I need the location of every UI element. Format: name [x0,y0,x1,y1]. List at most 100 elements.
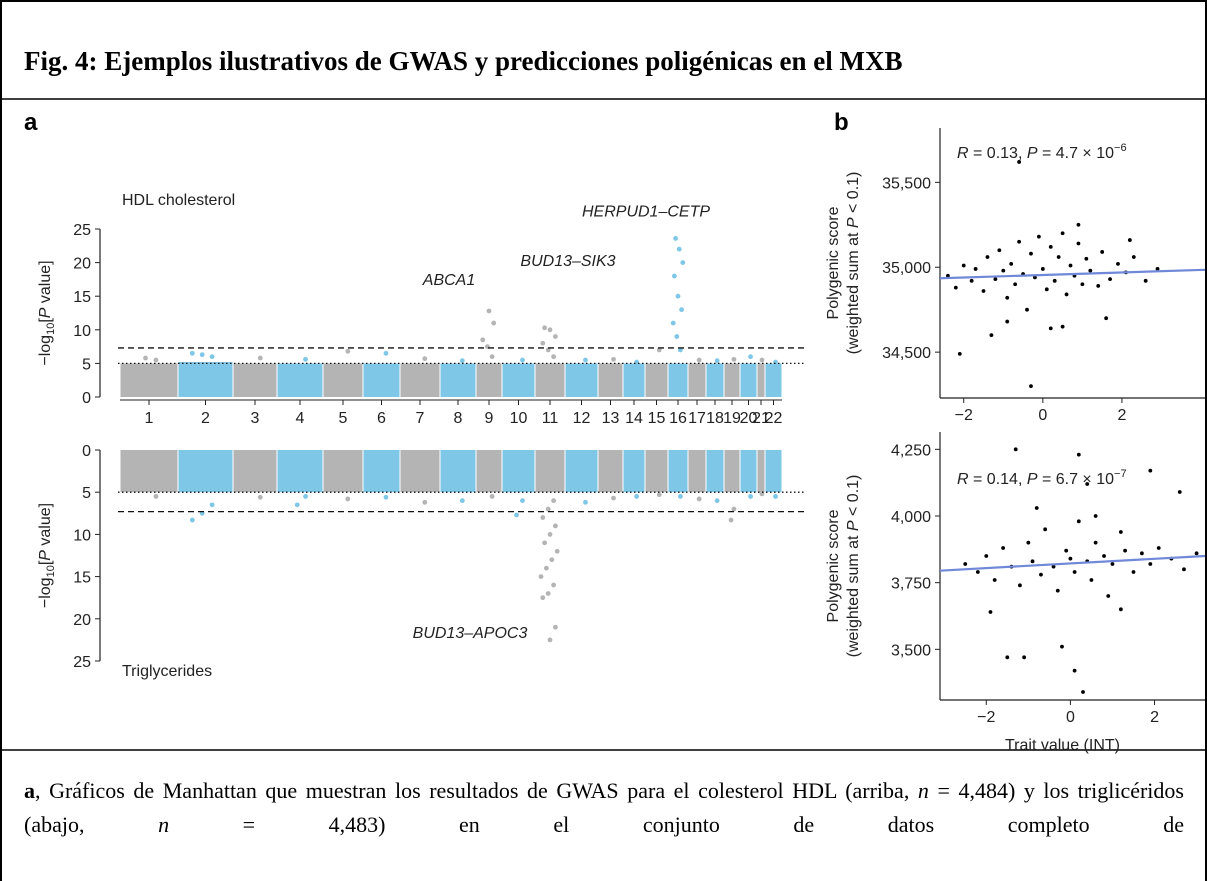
scatter-point [975,570,980,574]
x-tick-label: 18 [706,410,724,427]
scatter-point [1096,284,1101,288]
y-tick-label: 5 [82,356,91,373]
scatter-point [1034,506,1039,510]
snp-band [400,450,440,493]
x-tick-label: 1 [145,410,154,427]
annotation-part: R [957,471,969,488]
x-tick-label: 14 [625,410,643,427]
plot-title: HDL cholesterol [122,192,235,209]
snp-point [551,498,556,504]
scatter-point [1017,239,1022,244]
scatter-point [1131,255,1136,259]
scatter-point [1026,540,1031,545]
snp-band [706,363,724,397]
snp-band [476,450,502,493]
snp-point [551,354,556,360]
snp-band [120,363,178,397]
scatter-point [1131,570,1136,574]
snp-point [547,532,553,537]
annotation-part: = 4.7 × 10 [1038,145,1115,162]
y-tick-label: 25 [73,654,91,671]
snp-point [538,574,544,579]
snp-band [706,450,724,493]
snp-point [634,494,640,499]
snp-point [480,337,486,343]
y-tick-label: 35,500 [882,175,931,192]
scatter-point [997,248,1002,253]
x-tick-label: 8 [454,410,463,427]
x-tick-label: 7 [416,410,425,427]
snp-point [759,357,765,363]
snp-band [757,363,765,397]
snp-band [623,363,645,397]
scatter-point [1089,578,1094,582]
snp-band [565,363,598,397]
plot-title: Triglycerides [122,663,212,680]
y-label-part: P [37,550,54,561]
y-tick-label: 0 [82,443,91,460]
fit-line [939,268,1206,280]
scatter-point [1029,251,1033,256]
y-tick-label: 3,500 [891,642,931,659]
x-tick-label: 0 [1038,407,1047,424]
y-tick-label: 4,250 [891,442,931,459]
snp-point [553,334,558,339]
caption-panel: a [24,778,35,803]
x-tick-label: 11 [542,410,559,427]
x-tick-label: 15 [648,410,666,427]
snp-point [583,499,588,505]
annotation-part: = 0.14, [969,471,1027,488]
scatter-point [1001,546,1005,550]
y-label-part: P [845,217,862,228]
scatter-point [1148,468,1153,473]
y-label-part: [ [37,318,54,323]
snp-band [363,363,400,397]
snp-point [514,512,519,518]
panel-label: b [834,109,849,136]
scatter-point [1118,530,1123,534]
snp-point [345,348,351,354]
scatter-point [1044,287,1049,292]
snp-point [672,273,677,279]
y-axis-label: Polygenic score [825,509,842,622]
gene-annotation: BUD13–SIK3 [520,253,615,270]
x-tick-label: 16 [669,410,687,427]
scatter-point [1140,551,1144,556]
caption-text: , Gráficos de Manhattan que muestran los… [35,778,918,803]
scatter-point [1156,546,1161,550]
scatter-point [1060,324,1065,329]
scatter-point [1017,160,1022,164]
scatter-point [1076,519,1081,524]
scatter-point [1076,452,1081,457]
x-tick-label: 6 [377,410,386,427]
caption-text: = 4,484) y los triglicéridos (abajo, [24,778,1184,837]
scatter-point [1029,384,1033,389]
scatter-point [963,562,968,566]
scatter-point [993,277,998,282]
x-tick-label: 4 [296,410,305,427]
x-tick-label: 19 [723,410,741,427]
snp-point [257,355,263,361]
x-tick-label: 2 [1117,407,1126,424]
snp-point [748,354,753,360]
snp-point [748,494,753,499]
scatter-point [946,273,950,278]
scatter-point [1080,282,1085,287]
snp-band [668,450,688,493]
scatter-point [984,554,989,558]
x-tick-label: −2 [977,709,995,726]
snp-point [486,308,492,314]
x-tick-label: 20 [740,410,758,427]
snp-point [383,350,389,356]
snp-band [277,363,323,397]
y-tick-label: 10 [73,527,91,544]
scatter-point [1013,282,1018,287]
scatter-point [1064,292,1069,297]
stat-annotation: R = 0.13, P = 4.7 × 10−6 [957,142,1127,162]
snp-point [540,595,546,601]
scatter-point [957,351,962,356]
scatter-point [1013,447,1018,452]
scatter-point [961,263,966,268]
snp-point [542,325,547,331]
